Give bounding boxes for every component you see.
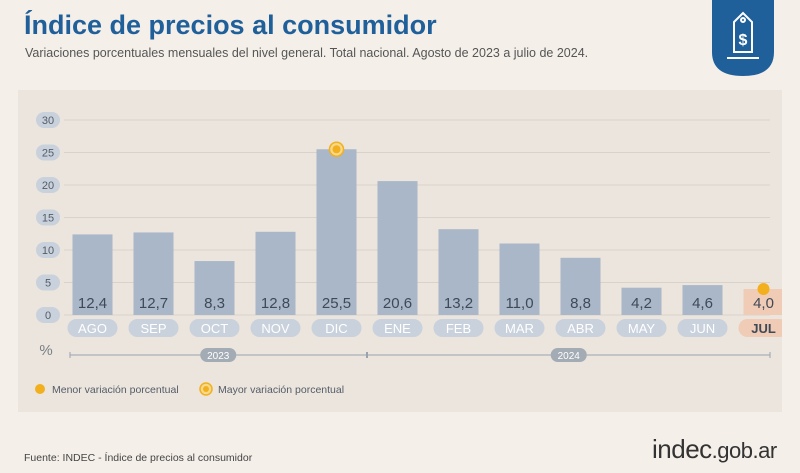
bar bbox=[133, 232, 174, 315]
category-pill bbox=[128, 319, 179, 337]
bar-value-label: 4,6 bbox=[692, 295, 713, 312]
legend-min-marker bbox=[35, 384, 45, 394]
bar bbox=[255, 231, 296, 315]
bar bbox=[560, 257, 601, 315]
bar bbox=[72, 234, 113, 315]
year-pill bbox=[200, 348, 237, 362]
bar bbox=[194, 261, 235, 315]
min-marker bbox=[757, 283, 770, 295]
y-tick-pill bbox=[36, 242, 60, 258]
price-tag-dollar-icon: $ bbox=[712, 0, 774, 76]
category-pill bbox=[616, 319, 667, 337]
category-label: AGO bbox=[78, 321, 107, 336]
category-label: ENE bbox=[384, 321, 411, 336]
category-pill bbox=[311, 319, 362, 337]
bar bbox=[499, 243, 540, 315]
category-label: MAY bbox=[628, 321, 656, 336]
y-tick-label: 20 bbox=[42, 180, 54, 192]
bar-value-label: 12,4 bbox=[78, 295, 107, 312]
bar-value-label: 4,0 bbox=[753, 295, 774, 312]
year-pill bbox=[550, 348, 587, 362]
y-tick-label: 30 bbox=[42, 115, 54, 127]
category-label: DIC bbox=[325, 321, 347, 336]
y-tick-pill bbox=[36, 209, 60, 226]
category-label: ABR bbox=[567, 321, 594, 336]
bar bbox=[316, 149, 357, 315]
y-tick-label: 0 bbox=[45, 310, 51, 322]
brand-logo: indec.gob.ar bbox=[652, 434, 777, 465]
chart-panel: 0 5 10 15 20 25 30% 12,4 AGO 12,7 SEP 8,3 OCT 12,8 NOV… bbox=[18, 90, 782, 412]
category-label: OCT bbox=[201, 321, 229, 336]
legend-max-marker-core bbox=[203, 386, 209, 392]
y-tick-pill bbox=[36, 177, 60, 193]
category-pill bbox=[555, 319, 606, 337]
y-tick-pill bbox=[36, 307, 60, 323]
bar-value-label: 8,8 bbox=[570, 295, 591, 312]
category-pill bbox=[494, 319, 545, 337]
max-marker-core bbox=[332, 145, 341, 154]
bar-value-label: 12,8 bbox=[261, 295, 290, 312]
y-tick-label: 15 bbox=[42, 213, 54, 225]
category-pill bbox=[372, 319, 423, 337]
y-axis-unit: % bbox=[39, 342, 52, 359]
bar bbox=[621, 287, 662, 315]
bar-value-label: 25,5 bbox=[322, 295, 351, 312]
category-pill bbox=[433, 319, 484, 337]
bar bbox=[682, 285, 723, 315]
bar-chart: 0 5 10 15 20 25 30% 12,4 AGO 12,7 SEP 8,3 OCT 12,8 NOV… bbox=[35, 112, 782, 396]
bar-value-label: 4,2 bbox=[631, 295, 652, 312]
bar bbox=[438, 229, 479, 315]
y-tick-pill bbox=[36, 274, 60, 291]
category-pill bbox=[738, 319, 782, 337]
y-tick-pill bbox=[36, 112, 60, 128]
category-label: MAR bbox=[505, 321, 534, 336]
page-subtitle: Variaciones porcentuales mensuales del n… bbox=[25, 46, 589, 60]
category-label: JUN bbox=[690, 321, 715, 336]
y-tick-label: 10 bbox=[42, 245, 54, 257]
brand-suffix: .gob.ar bbox=[711, 438, 778, 463]
svg-text:$: $ bbox=[739, 32, 748, 49]
category-label: JUL bbox=[751, 321, 776, 336]
source-note: Fuente: INDEC - Índice de precios al con… bbox=[24, 452, 253, 464]
category-pill bbox=[677, 319, 728, 337]
category-pill bbox=[250, 319, 301, 337]
year-label: 2023 bbox=[207, 351, 230, 362]
legend-label: Menor variación porcentual bbox=[52, 384, 179, 396]
bar-value-label: 20,6 bbox=[383, 295, 412, 312]
category-pill bbox=[189, 319, 240, 337]
category-label: NOV bbox=[261, 321, 290, 336]
bar bbox=[377, 181, 418, 315]
year-label: 2024 bbox=[558, 351, 581, 362]
bar-value-label: 8,3 bbox=[204, 295, 225, 312]
category-pill bbox=[67, 319, 118, 337]
bar-value-label: 12,7 bbox=[139, 295, 168, 312]
page-title: Índice de precios al consumidor bbox=[24, 10, 437, 40]
category-label: FEB bbox=[446, 321, 471, 336]
y-tick-pill bbox=[36, 144, 60, 161]
legend-label: Mayor variación porcentual bbox=[218, 384, 344, 396]
brand-main: indec bbox=[652, 434, 712, 464]
bar-value-label: 13,2 bbox=[444, 295, 473, 312]
y-tick-label: 5 bbox=[45, 278, 51, 290]
y-tick-label: 25 bbox=[42, 148, 54, 160]
bar-value-label: 11,0 bbox=[505, 295, 533, 312]
category-label: SEP bbox=[140, 321, 166, 336]
